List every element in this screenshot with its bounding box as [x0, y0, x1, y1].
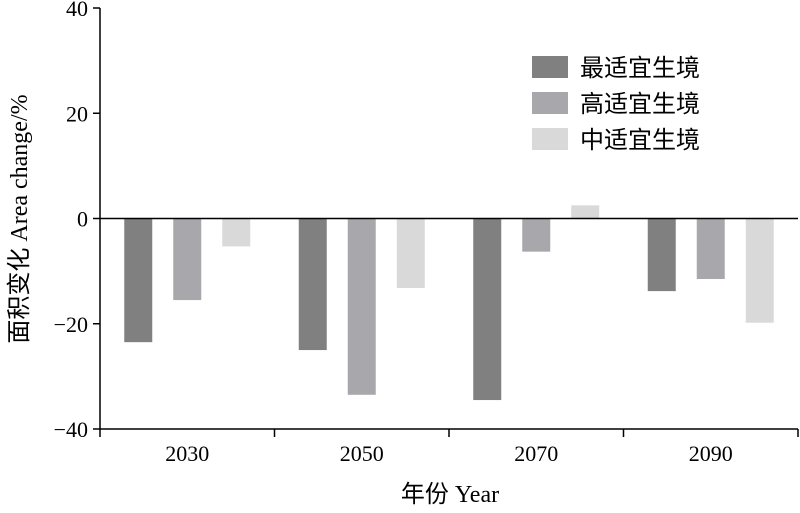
- bar-2090-series-1: [647, 218, 676, 292]
- legend-label: 中适宜生境: [580, 127, 700, 154]
- bar-2050-series-3: [396, 218, 425, 288]
- y-tick-label: 0: [77, 207, 88, 232]
- legend-label: 高适宜生境: [580, 91, 700, 118]
- bar-2050-series-2: [347, 218, 376, 395]
- bars-layer: [124, 205, 774, 401]
- x-tick-label: 2050: [340, 441, 384, 466]
- legend-label: 最适宜生境: [580, 55, 700, 82]
- legend-swatch: [532, 92, 568, 114]
- bar-2090-series-3: [745, 218, 774, 323]
- bar-2050-series-1: [298, 218, 327, 351]
- legend-swatch: [532, 128, 568, 150]
- bar-2030-series-3: [222, 218, 251, 247]
- bar-2090-series-2: [696, 218, 725, 280]
- bar-2030-series-1: [124, 218, 153, 343]
- bar-2070-series-3: [571, 205, 600, 219]
- bar-2070-series-1: [473, 218, 502, 401]
- y-axis-title: 面积变化 Area change/%: [6, 94, 33, 343]
- x-tick-label: 2070: [514, 441, 558, 466]
- legend-swatch: [532, 56, 568, 78]
- y-tick-label: 40: [66, 0, 88, 21]
- bar-2070-series-2: [522, 218, 551, 252]
- y-tick-label: −20: [54, 312, 88, 337]
- y-tick-label: 20: [66, 101, 88, 126]
- ticks-layer: 40 20 0 −20 −40 2030 2050 2070 2090: [54, 0, 799, 466]
- y-tick-label: −40: [54, 417, 88, 442]
- x-tick-label: 2030: [165, 441, 209, 466]
- x-tick-label: 2090: [689, 441, 733, 466]
- x-axis-title: 年份 Year: [401, 481, 499, 508]
- bar-2030-series-2: [173, 218, 202, 301]
